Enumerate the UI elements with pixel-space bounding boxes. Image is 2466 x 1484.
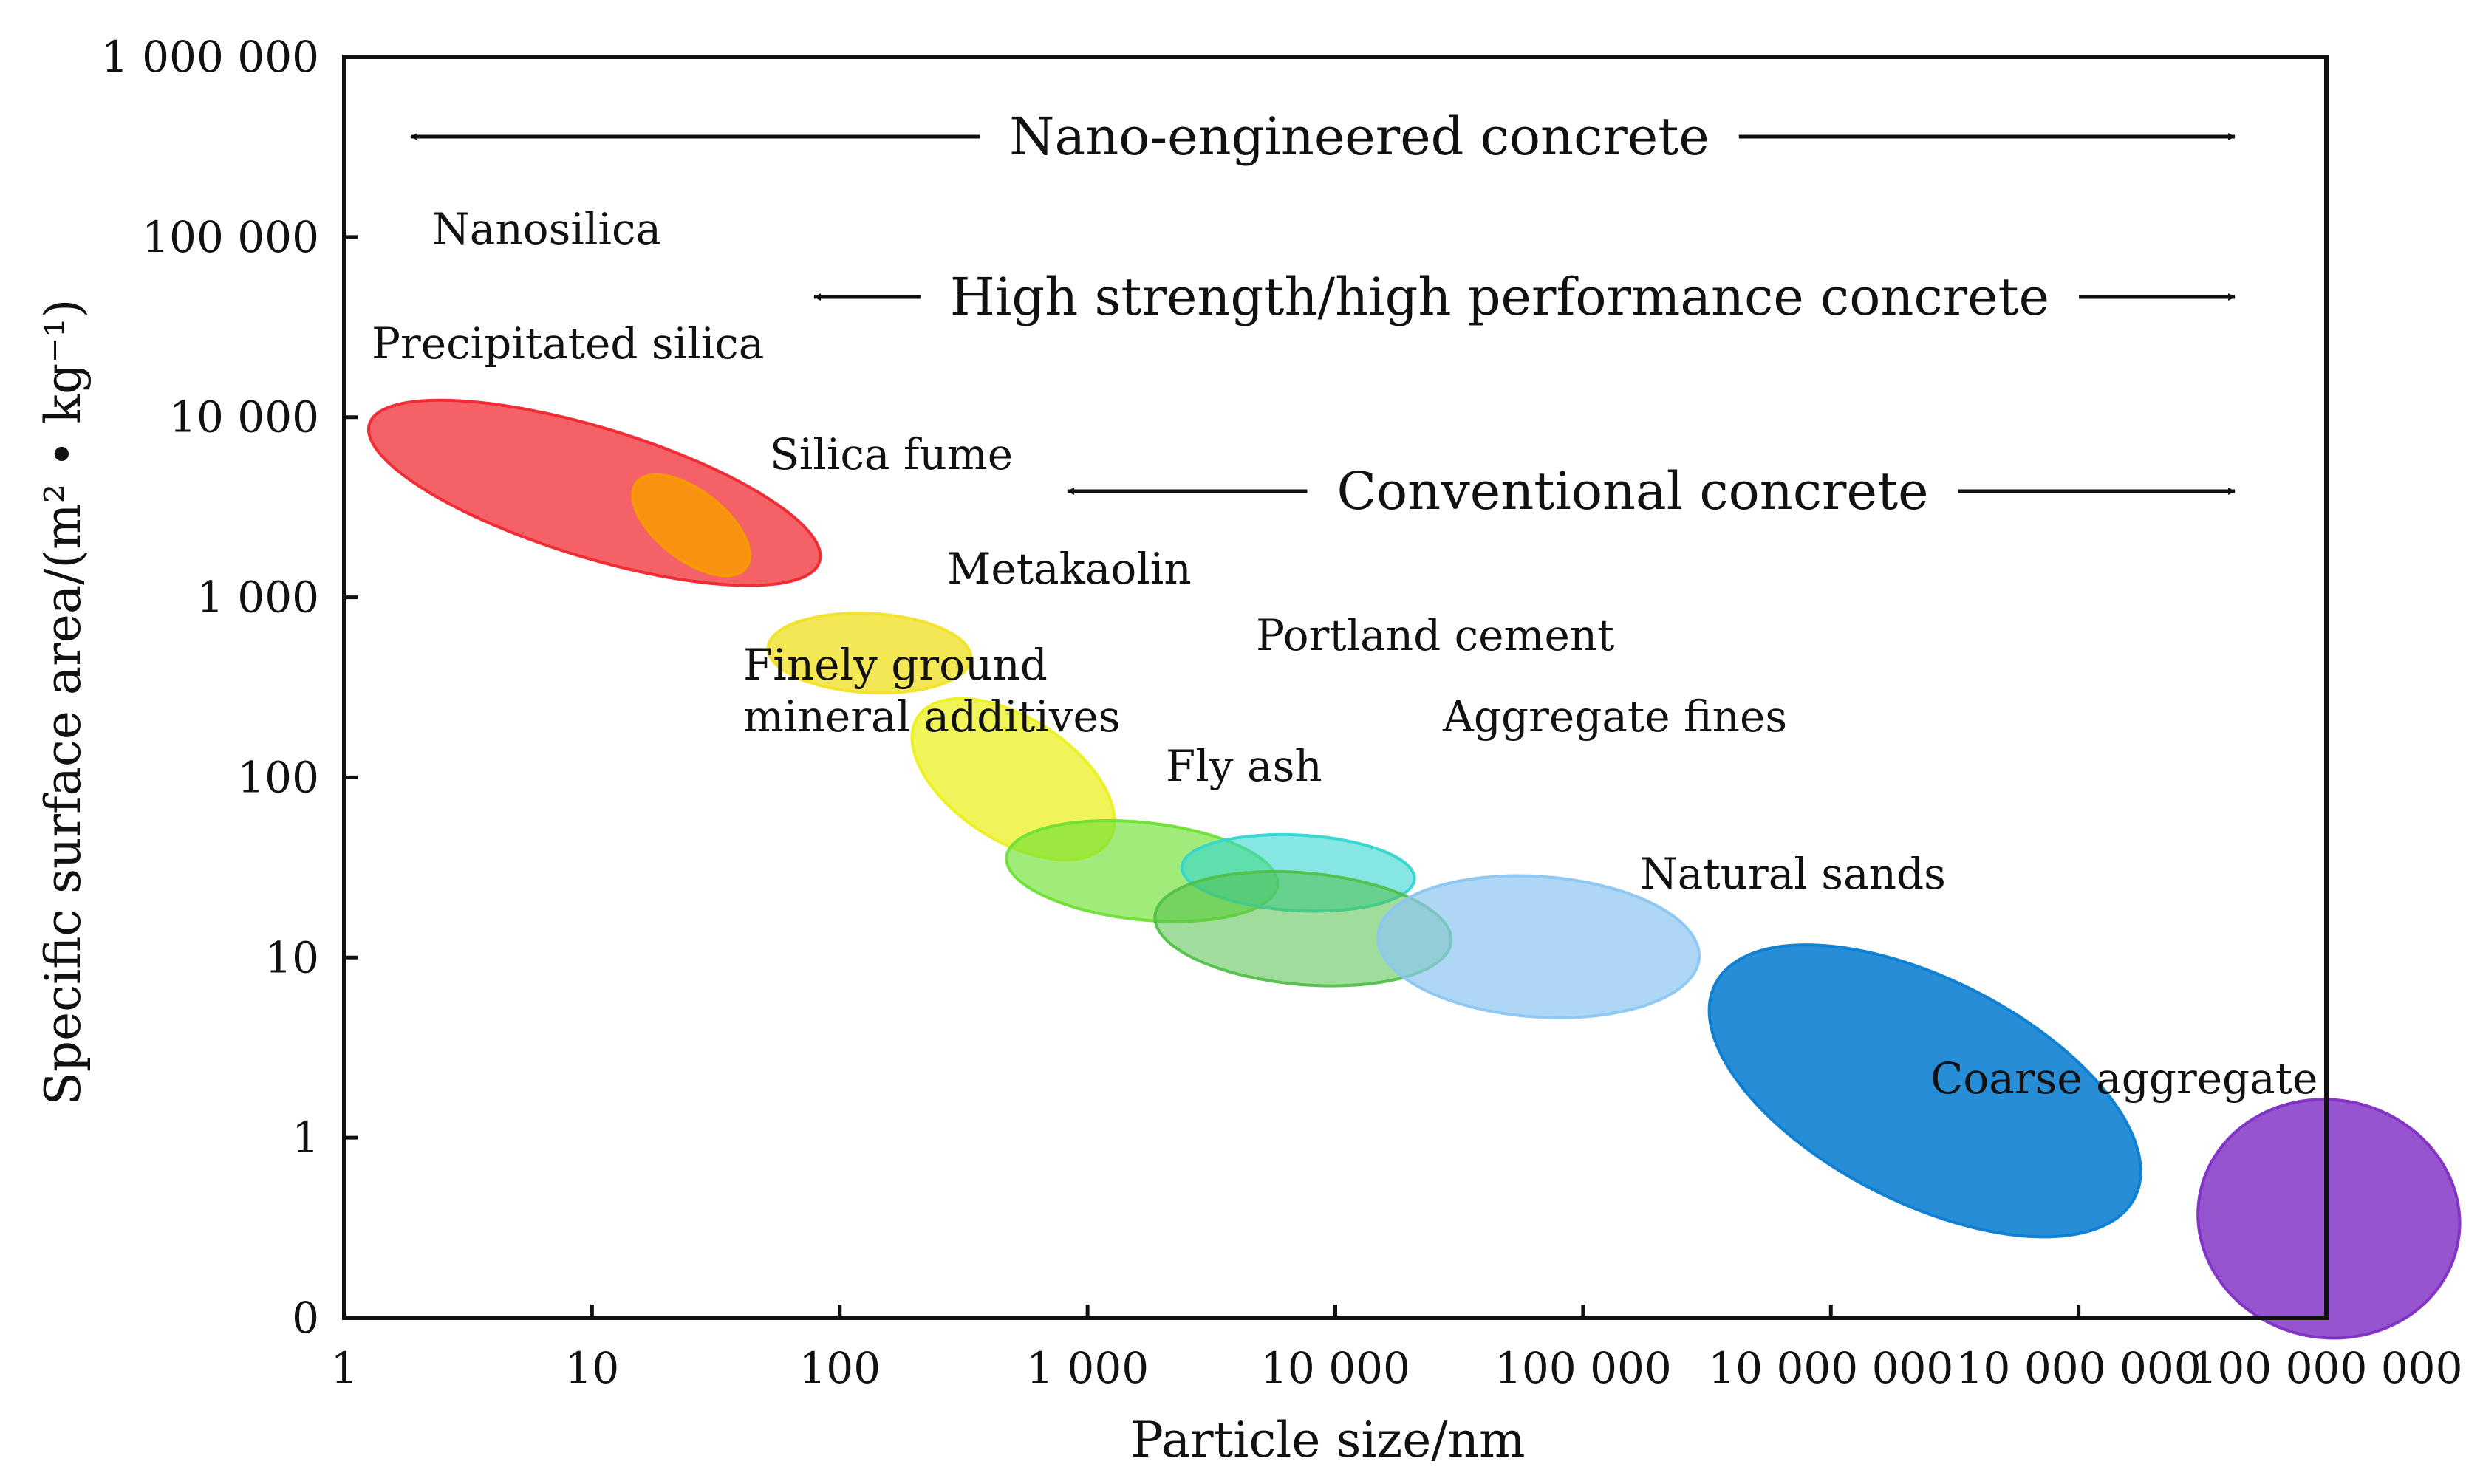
x-tick-label: 10 000 000 <box>1708 1343 1953 1393</box>
region-label-silica-fume: Silica fume <box>770 429 1013 479</box>
x-tick-label: 100 <box>799 1343 881 1393</box>
x-tick-label: 100 000 000 <box>2190 1343 2463 1393</box>
region-label-finely-ground-mineral-additives: Finely ground mineral additives <box>743 640 1121 742</box>
bands-layer: Nano-engineered concrete High strength/hi… <box>410 106 2236 522</box>
band-label-nano-engineered-concrete: Nano-engineered concrete <box>1009 106 1710 167</box>
region-silica-fume <box>766 612 973 695</box>
region-aggregate-fines <box>1376 874 1701 1019</box>
regions-layer <box>366 398 2462 1340</box>
band-label-high-strength-high-performance-concrete: High strength/high performance concrete <box>950 267 2049 327</box>
region-label-portland-cement: Portland cement <box>1256 610 1614 660</box>
band-conventional-concrete: Conventional concrete <box>1067 461 2236 522</box>
x-tick-label: 100 000 <box>1495 1343 1672 1393</box>
x-tick-label: 10 000 000 <box>1956 1343 2202 1393</box>
region-natural-sands <box>1707 943 2142 1239</box>
x-tick-label: 10 000 <box>1260 1343 1410 1393</box>
y-tick-label: 1 <box>292 1112 319 1163</box>
band-high-strength-high-performance-concrete: High strength/high performance concrete <box>813 267 2236 327</box>
y-tick-label: 1 000 000 <box>101 32 319 82</box>
x-tick-label: 1 <box>331 1343 358 1393</box>
region-label-nanosilica: Nanosilica <box>432 204 661 254</box>
y-tick-label: 0 <box>292 1293 319 1343</box>
region-label-natural-sands: Natural sands <box>1640 849 1946 899</box>
x-axis-title: Particle size/nm <box>1130 1412 1525 1468</box>
region-coarse-aggregate <box>2196 1098 2462 1340</box>
region-label-precipitated-silica: Precipitated silica <box>372 318 764 369</box>
x-tick-label: 1 000 <box>1026 1343 1149 1393</box>
y-tick-label: 100 <box>237 752 319 802</box>
x-tick-label: 10 <box>564 1343 619 1393</box>
region-nanosilica <box>366 398 822 587</box>
y-tick-label: 1 000 <box>197 572 319 623</box>
region-label-fly-ash: Fly ash <box>1166 741 1322 791</box>
y-tick-label: 100 000 <box>142 212 319 262</box>
region-labels-layer: Nanosilica Precipitated silica Silica fume… <box>372 204 2318 1104</box>
region-label-coarse-aggregate: Coarse aggregate <box>1930 1053 2318 1104</box>
y-axis-title: Specific surface area/(m² • kg⁻¹) <box>35 299 92 1106</box>
region-label-aggregate-fines: Aggregate fines <box>1442 691 1787 742</box>
region-label-metakaolin: Metakaolin <box>947 544 1192 594</box>
axes-layer: 1 10 100 1 000 10 000 100 000 10 000 000 10 000… <box>35 32 2463 1468</box>
band-nano-engineered-concrete: Nano-engineered concrete <box>410 106 2236 167</box>
y-tick-label: 10 000 <box>169 392 319 442</box>
y-tick-label: 10 <box>264 932 319 982</box>
band-label-conventional-concrete: Conventional concrete <box>1336 461 1928 522</box>
region-precipitated-silica <box>631 473 751 578</box>
